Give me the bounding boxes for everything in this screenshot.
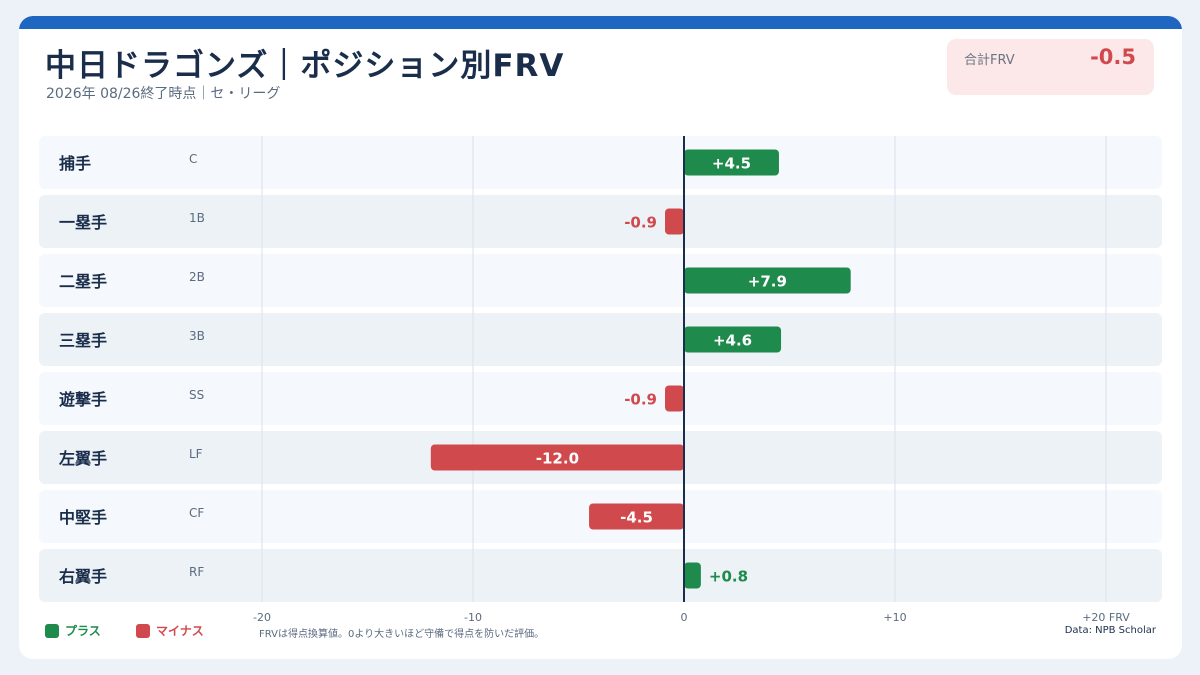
- bar: [589, 503, 684, 530]
- position-code: CF: [189, 506, 205, 520]
- position-name: 左翼手: [59, 449, 108, 468]
- row-3b: 三塁手 3B: [39, 313, 1162, 366]
- chart-card: 中日ドラゴンズ｜ポジション別FRV 2026年 08/26終了時点｜セ・リーグ …: [19, 16, 1182, 659]
- row-c: 捕手 C: [39, 136, 1162, 189]
- data-source: Data: NPB Scholar: [1064, 625, 1156, 636]
- legend-minus-label: マイナス: [156, 624, 204, 638]
- total-frv-value: -0.5: [1090, 45, 1136, 69]
- x-tick-label: +10: [883, 611, 906, 624]
- legend-minus: マイナス: [136, 622, 204, 639]
- x-tick-label: -20: [253, 611, 271, 624]
- bar: [665, 385, 684, 412]
- bar-value-label: +4.6: [713, 332, 752, 350]
- row-1b: 一塁手 1B: [39, 195, 1162, 248]
- total-frv-badge: 合計FRV -0.5: [947, 39, 1154, 95]
- position-name: 遊撃手: [59, 390, 108, 409]
- x-tick-label: +20 FRV: [1082, 611, 1130, 624]
- row-ss: 遊撃手 SS: [39, 372, 1162, 425]
- legend-minus-swatch: [136, 623, 150, 638]
- frv-bar-chart: +4.5 -0.9 +7.9 +4.6 -0.9 -12.0 -4.5 +0.8 -20 -10 0…: [253, 136, 1130, 624]
- row-rf: 右翼手 RF: [39, 549, 1162, 602]
- page-subtitle: 2026年 08/26終了時点｜セ・リーグ: [46, 86, 281, 102]
- legend-plus-label: プラス: [65, 624, 101, 638]
- position-code: 3B: [189, 329, 205, 343]
- legend-plus-swatch: [45, 623, 59, 638]
- total-frv-label: 合計FRV: [964, 53, 1015, 68]
- position-code: RF: [189, 565, 205, 579]
- bar: [684, 562, 701, 589]
- position-rows: 捕手 C 一塁手 1B 二塁手 2B 三塁手 3B 遊撃手 SS 左翼手 LF …: [39, 136, 1162, 602]
- bar-value-label: -0.9: [624, 391, 657, 409]
- bar: [684, 149, 779, 176]
- bar-value-label: +4.5: [712, 155, 751, 173]
- legend-plus: プラス: [45, 622, 101, 639]
- row-2b: 二塁手 2B: [39, 254, 1162, 307]
- bar-value-label: +0.8: [709, 568, 748, 586]
- position-code: SS: [189, 388, 205, 402]
- position-name: 二塁手: [59, 272, 108, 291]
- bar: [684, 267, 851, 294]
- position-name: 右翼手: [59, 567, 108, 586]
- position-name: 中堅手: [59, 508, 108, 527]
- position-code: 2B: [189, 270, 205, 284]
- bar-value-label: -12.0: [536, 450, 579, 468]
- position-code: 1B: [189, 211, 205, 225]
- position-code: LF: [189, 447, 203, 461]
- footnote: FRVは得点換算値。0より大きいほど守備で得点を防いだ評価。: [259, 629, 545, 640]
- bar: [665, 208, 684, 235]
- bar-value-label: -0.9: [624, 214, 657, 232]
- position-code: C: [189, 152, 198, 166]
- bar-value-label: -4.5: [620, 509, 653, 527]
- bar-value-label: +7.9: [748, 273, 787, 291]
- position-name: 捕手: [59, 154, 92, 173]
- position-name: 一塁手: [59, 213, 108, 232]
- x-tick-label: -10: [464, 611, 482, 624]
- position-name: 三塁手: [59, 331, 108, 350]
- bar: [430, 444, 684, 471]
- x-tick-label: 0: [681, 611, 688, 624]
- page-title: 中日ドラゴンズ｜ポジション別FRV: [45, 48, 565, 84]
- accent-bar: [19, 16, 1182, 29]
- bar: [684, 326, 782, 353]
